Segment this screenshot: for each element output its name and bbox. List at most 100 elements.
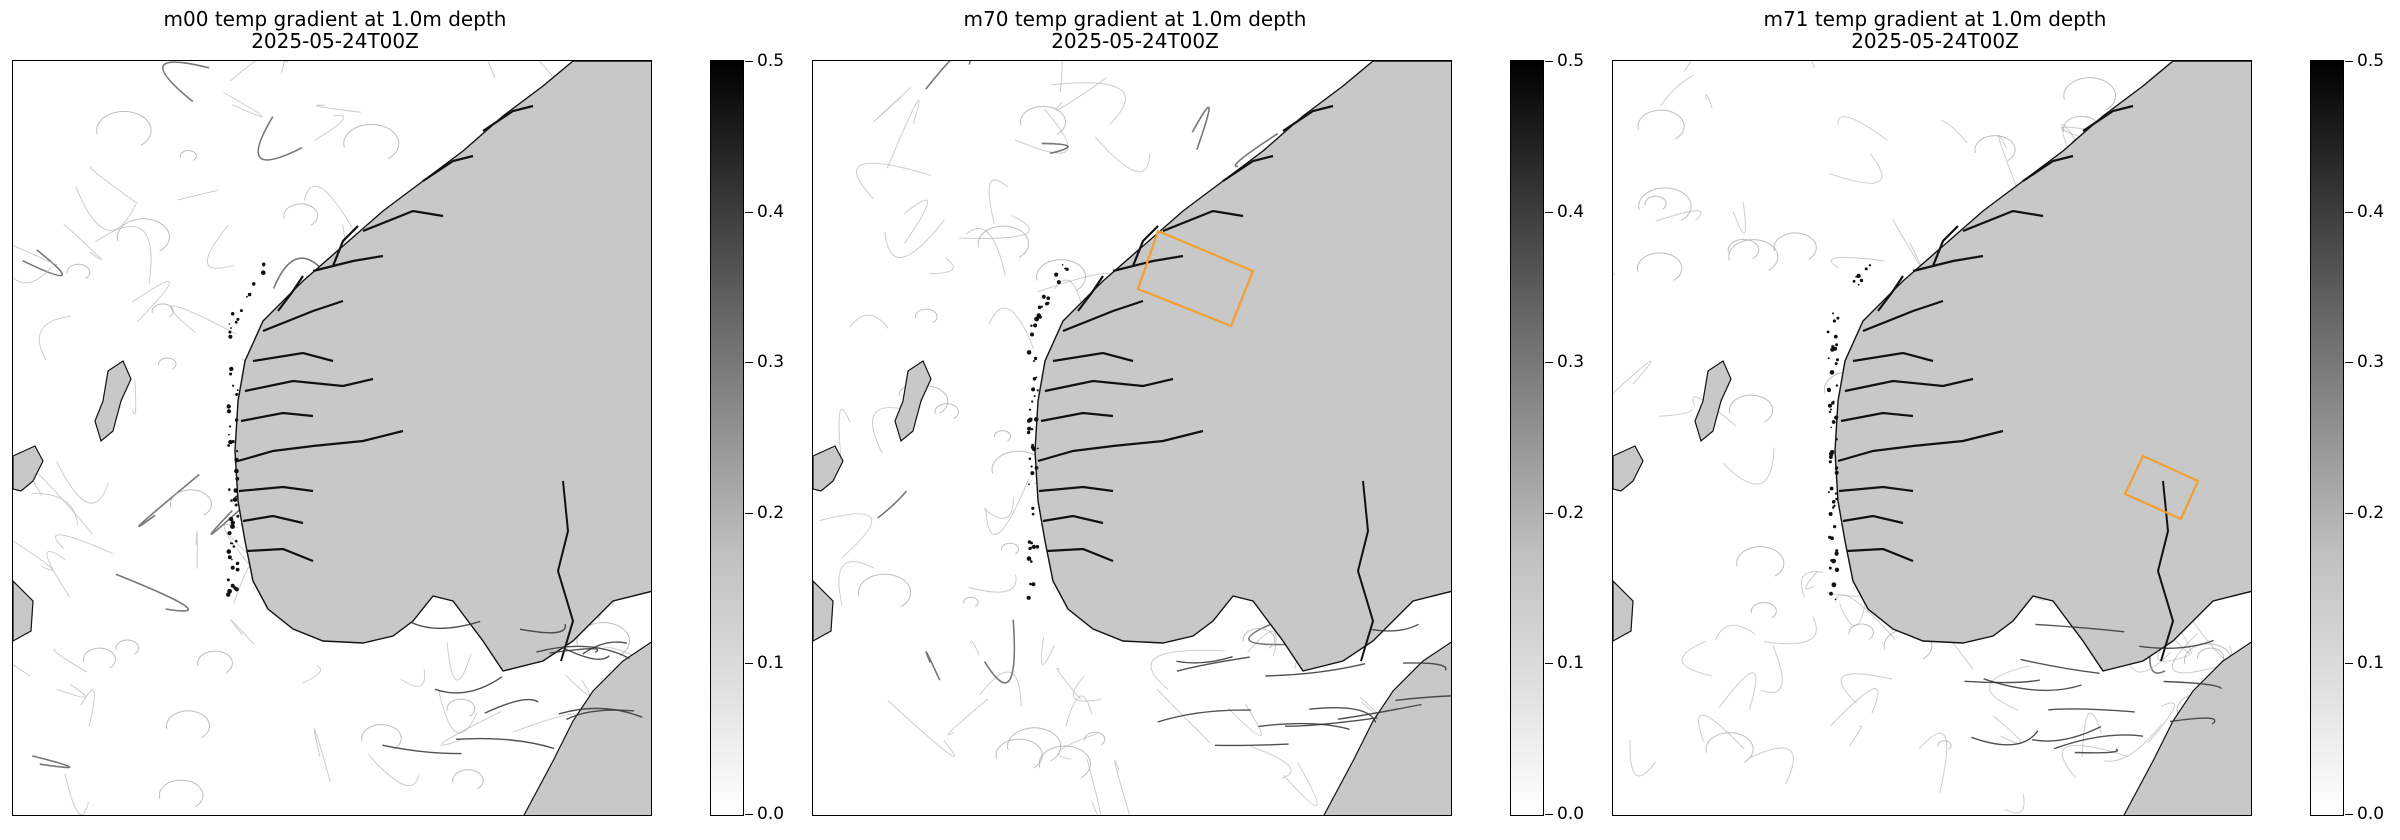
fjord-line	[1222, 154, 1274, 182]
front-line	[1395, 695, 1451, 702]
swirl-line	[170, 305, 237, 335]
front-line	[1964, 679, 2040, 684]
swirl-line	[1722, 447, 1775, 485]
swirl-line	[1655, 210, 1702, 222]
swirl-line	[947, 698, 989, 736]
front-line	[455, 737, 555, 750]
swirl-line	[925, 61, 971, 90]
panel-3-title: m71 temp gradient at 1.0m depth 2025-05-…	[1605, 8, 2265, 52]
swirl-line	[132, 280, 171, 322]
skerry	[226, 549, 232, 554]
swirl-line	[1918, 732, 1948, 793]
colorbar-tick-label: 0.3	[2357, 352, 2385, 373]
skerry	[1831, 420, 1836, 424]
front-line	[582, 641, 628, 655]
swirl-line	[32, 755, 71, 769]
swirl-curl	[1937, 740, 1952, 750]
swirl-line	[856, 162, 932, 200]
fjord-line	[1837, 429, 2004, 463]
swirl-line	[1763, 616, 1817, 645]
swirl-line	[313, 728, 331, 782]
skerry	[229, 372, 233, 376]
skerry	[262, 264, 265, 267]
swirl-line	[28, 467, 94, 535]
skerry	[1832, 312, 1834, 315]
swirl-line	[272, 257, 322, 289]
swirl-curl	[158, 779, 204, 808]
swirl-line	[849, 314, 889, 329]
swirl-line	[985, 478, 1030, 536]
fjord-line	[1846, 547, 1914, 563]
skerry	[230, 520, 235, 525]
skerry	[1829, 370, 1835, 375]
front-line	[2139, 639, 2214, 650]
fjord-line	[1282, 104, 1334, 132]
skerry	[1834, 466, 1838, 470]
skerry	[226, 578, 230, 582]
swirl-line	[1839, 603, 1866, 627]
skerry	[230, 565, 235, 570]
swirl-curl	[166, 710, 211, 739]
swirl-line	[1989, 665, 2030, 711]
skerry	[1034, 466, 1039, 470]
swirl-line	[565, 674, 590, 696]
front-line	[411, 620, 481, 630]
front-line	[2035, 623, 2125, 633]
swirl-line	[230, 619, 255, 645]
panel-3-title-text: m71 temp gradient at 1.0m depth	[1763, 7, 2107, 31]
skerry	[1833, 525, 1837, 529]
swirl-line	[1058, 733, 1097, 760]
land-scotland	[13, 580, 34, 642]
swirl-line	[1837, 116, 1888, 141]
fjord-line	[1077, 275, 1104, 312]
skerry	[228, 433, 230, 436]
swirl-line	[1056, 667, 1081, 700]
skerry	[1031, 506, 1035, 510]
colorbar-tick-label: 0.1	[757, 653, 785, 674]
swirl-line	[1613, 360, 1652, 394]
swirl-line	[2192, 621, 2233, 663]
swirl-line	[2004, 793, 2025, 814]
skerry	[1836, 316, 1840, 320]
land-norway	[234, 61, 651, 672]
swirl-line	[13, 540, 53, 571]
colorbar-tick-label: 0.4	[757, 201, 785, 222]
swirl-line	[46, 550, 71, 598]
swirl-line	[1830, 256, 1885, 269]
skerry	[229, 425, 232, 428]
fjord-line	[1062, 299, 1144, 333]
swirl-line	[400, 669, 426, 687]
fjord-line	[1052, 351, 1134, 363]
swirl-curl	[197, 650, 233, 674]
swirl-line	[368, 754, 420, 787]
skerry	[229, 542, 233, 545]
front-line	[1337, 703, 1422, 720]
fjord-line	[1046, 547, 1114, 563]
skerry	[1031, 512, 1035, 516]
skerry	[1033, 417, 1039, 422]
skerry	[1030, 332, 1034, 337]
swirl-line	[63, 223, 102, 261]
fjord-line	[331, 225, 359, 267]
skerry	[1827, 491, 1830, 494]
swirl-curl	[1036, 259, 1087, 291]
swirl-line	[886, 100, 920, 169]
swirl-line	[988, 307, 1035, 349]
panel-2-map	[812, 60, 1452, 816]
swirl-line	[1191, 106, 1210, 150]
front-line	[2053, 734, 2144, 750]
skerry	[230, 583, 235, 588]
skerry	[1056, 280, 1061, 285]
skerry	[1859, 278, 1864, 283]
swirl-line	[968, 574, 1017, 593]
skerry	[1868, 264, 1872, 267]
fjord-line	[1840, 411, 1914, 423]
swirl-curl	[66, 263, 91, 279]
skerry	[228, 323, 231, 325]
skerry	[235, 567, 240, 572]
swirl-curl	[1637, 252, 1683, 281]
swirl-line	[873, 87, 912, 123]
swirl-curl	[993, 430, 1012, 442]
skerry	[1027, 426, 1032, 431]
skerry	[1831, 582, 1837, 588]
